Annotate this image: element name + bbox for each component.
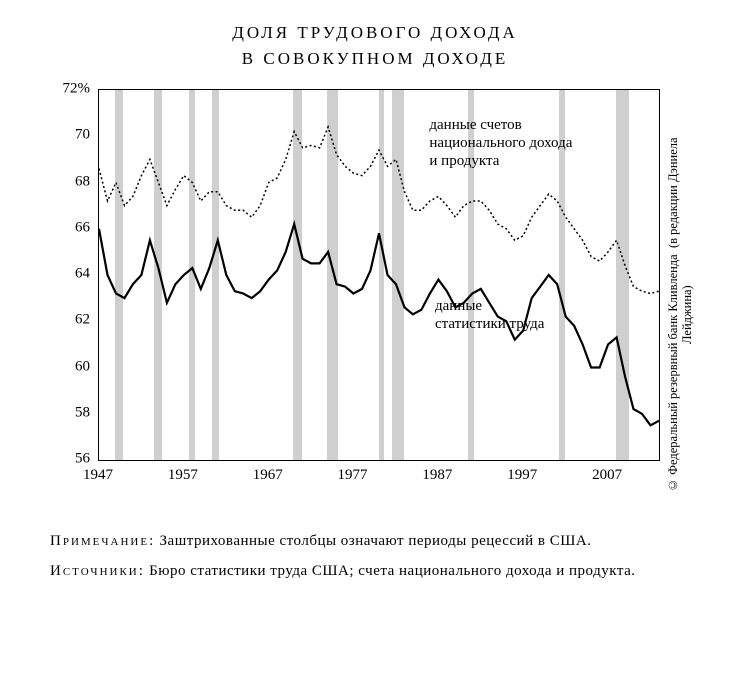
title-line2: В СОВОКУПНОМ ДОХОДЕ <box>242 49 508 68</box>
x-tick-label: 1967 <box>253 467 283 484</box>
note-label: Примечание: <box>50 533 155 549</box>
y-tick-label: 56 <box>75 451 90 468</box>
y-tick-label: 62 <box>75 312 90 329</box>
y-tick-label: 64 <box>75 266 90 283</box>
footnotes: Примечание: Заштрихованные столбцы означ… <box>50 531 690 583</box>
y-axis: 565860626466687072% <box>50 85 96 465</box>
sources-paragraph: Источники: Бюро статистики труда США; сч… <box>50 561 690 583</box>
x-tick-label: 1957 <box>168 467 198 484</box>
x-tick-label: 1977 <box>338 467 368 484</box>
credit-line1: © Федеральный резервный банк Кливленда <box>666 255 680 493</box>
y-tick-label: 58 <box>75 404 90 421</box>
note-paragraph: Примечание: Заштрихованные столбцы означ… <box>50 531 690 553</box>
y-tick-label: 60 <box>75 358 90 375</box>
figure-page: ДОЛЯ ТРУДОВОГО ДОХОДА В СОВОКУПНОМ ДОХОД… <box>0 0 750 700</box>
sources-label: Источники: <box>50 563 145 579</box>
y-tick-label-top: 72% <box>63 81 91 98</box>
sources-text: Бюро статистики труда США; счета национа… <box>145 563 636 579</box>
y-tick-label: 68 <box>75 173 90 190</box>
chart: 565860626466687072% данные счетовнациона… <box>50 85 690 505</box>
y-tick-label: 70 <box>75 127 90 144</box>
plot-area: данные счетовнационального доходаи проду… <box>98 89 660 461</box>
x-tick-label: 1947 <box>83 467 113 484</box>
line-series-svg <box>99 90 659 460</box>
series-bls <box>99 224 659 425</box>
title-line1: ДОЛЯ ТРУДОВОГО ДОХОДА <box>232 23 518 42</box>
x-tick-label: 1987 <box>422 467 452 484</box>
copyright-credit: © Федеральный резервный банк Кливленда (… <box>666 135 694 495</box>
x-axis: 1947195719671977198719972007 <box>98 461 658 491</box>
series-nipa <box>99 127 659 294</box>
x-tick-label: 1997 <box>507 467 537 484</box>
y-tick-label: 66 <box>75 219 90 236</box>
note-text: Заштрихованные столбцы означают периоды … <box>155 533 591 549</box>
chart-title: ДОЛЯ ТРУДОВОГО ДОХОДА В СОВОКУПНОМ ДОХОД… <box>40 20 710 71</box>
x-tick-label: 2007 <box>592 467 622 484</box>
